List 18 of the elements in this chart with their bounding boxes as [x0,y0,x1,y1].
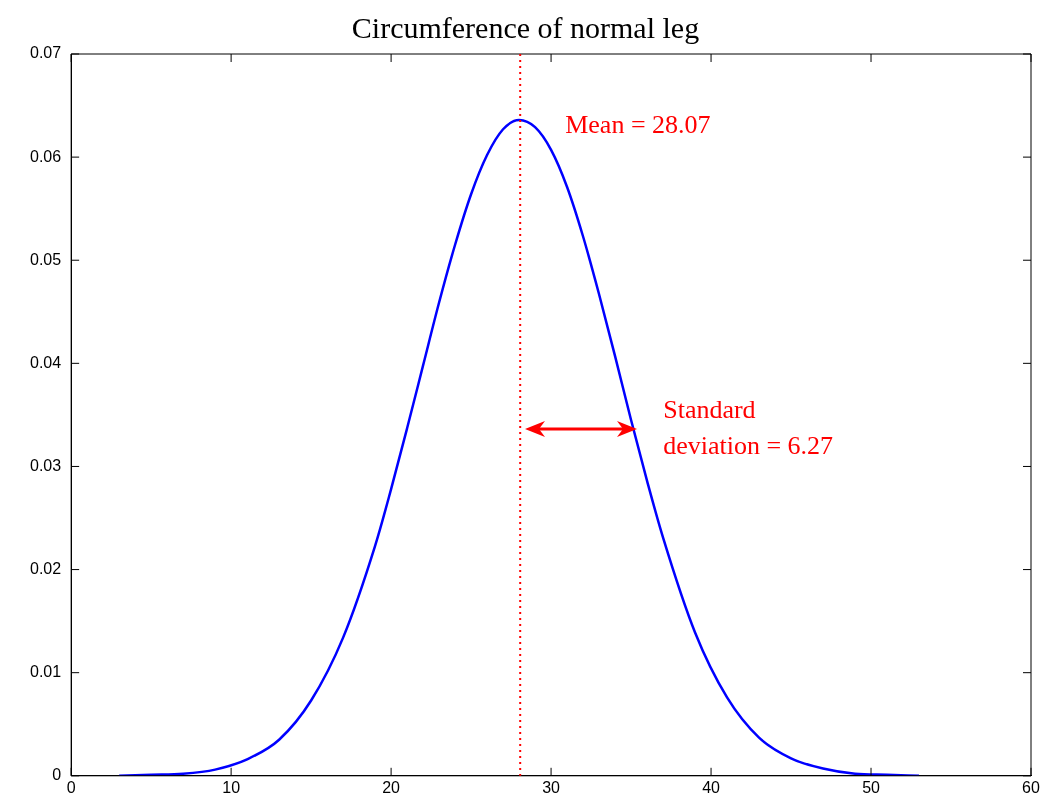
y-tick-label: 0.06 [30,147,62,165]
x-tick-label: 40 [702,778,721,796]
x-tick-label: 30 [542,778,561,796]
x-tick-label: 60 [1022,778,1040,796]
chart-title: Circumference of normal leg [351,10,700,44]
y-tick-label: 0.01 [30,663,62,681]
y-tick-label: 0.03 [30,456,62,474]
y-tick-label: 0.04 [30,353,62,371]
x-tick-label: 10 [222,778,241,796]
y-tick-label: 0.05 [30,250,62,268]
x-tick-label: 0 [66,778,76,796]
y-tick-label: 0 [52,766,62,784]
x-tick-label: 50 [862,778,881,796]
annotation: Standard deviation = 6.27 [663,395,834,461]
ref-line-label: Mean = 28.07 [565,109,711,139]
y-tick-label: 0.07 [30,44,62,62]
x-tick-label: 20 [382,778,401,796]
y-tick-label: 0.02 [30,559,62,577]
